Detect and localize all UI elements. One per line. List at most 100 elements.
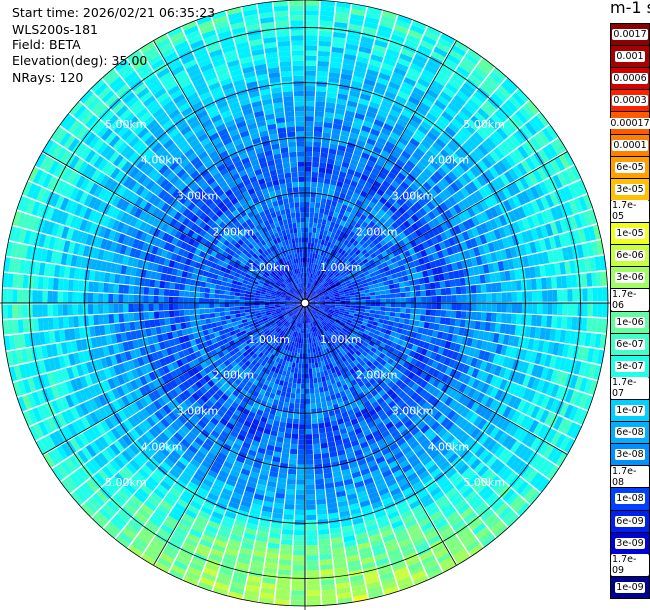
range-gate xyxy=(305,111,315,117)
range-gate xyxy=(386,325,393,331)
range-gate xyxy=(389,205,398,214)
range-gate xyxy=(421,194,431,204)
range-gate xyxy=(328,71,341,79)
range-gate xyxy=(343,245,350,252)
range-gate xyxy=(308,295,313,300)
range-gate xyxy=(426,296,432,303)
range-gate xyxy=(360,264,367,270)
range-gate xyxy=(360,173,369,182)
range-gate xyxy=(376,136,387,146)
range-gate xyxy=(321,273,326,279)
range-gate xyxy=(316,86,327,92)
range-gate xyxy=(463,102,477,115)
range-gate xyxy=(313,258,317,264)
range-gate xyxy=(305,267,307,273)
range-gate xyxy=(567,344,575,359)
range-gate xyxy=(541,277,547,290)
range-gate xyxy=(389,132,401,141)
range-gate xyxy=(500,123,513,137)
range-gate xyxy=(320,300,326,303)
range-gate xyxy=(316,254,321,260)
range-gate xyxy=(389,245,397,253)
range-gate xyxy=(305,338,308,344)
range-gate xyxy=(536,166,548,181)
range-gate xyxy=(420,296,427,303)
range-gate xyxy=(311,171,319,178)
range-gate xyxy=(372,256,380,263)
range-gate xyxy=(331,200,338,207)
range-gate xyxy=(358,134,368,143)
range-gate xyxy=(444,229,453,239)
range-gate xyxy=(591,348,600,364)
range-gate xyxy=(581,273,588,288)
range-gate xyxy=(314,463,323,470)
range-gate xyxy=(528,171,539,185)
range-gate xyxy=(489,71,504,85)
range-gate xyxy=(325,300,331,302)
range-gate xyxy=(552,303,558,315)
range-gate xyxy=(305,262,307,268)
range-gate xyxy=(353,316,359,320)
range-gate xyxy=(438,115,451,126)
range-gate xyxy=(422,328,429,336)
range-gate xyxy=(294,367,299,374)
range-gate xyxy=(307,343,310,349)
range-gate xyxy=(346,282,353,287)
range-gate xyxy=(349,295,356,299)
range-gate xyxy=(309,299,315,302)
range-gate xyxy=(399,223,407,232)
range-gate xyxy=(314,238,319,244)
range-gate xyxy=(434,259,442,268)
range-gate xyxy=(301,368,305,374)
range-gate xyxy=(564,201,574,216)
range-gate xyxy=(531,314,537,327)
range-gate xyxy=(305,10,319,16)
range-gate xyxy=(291,433,299,440)
range-gate xyxy=(500,313,507,324)
range-gate xyxy=(325,107,335,114)
range-gate xyxy=(420,249,428,258)
range-gate xyxy=(382,192,391,201)
range-gate xyxy=(282,447,290,454)
range-gate xyxy=(550,140,563,156)
range-gate xyxy=(565,167,577,183)
range-gate xyxy=(460,241,469,251)
range-gate xyxy=(433,75,447,87)
range-gate xyxy=(338,278,345,283)
range-gate xyxy=(341,215,349,222)
range-gate xyxy=(394,176,403,185)
range-gate xyxy=(320,287,326,292)
range-gate xyxy=(400,297,406,303)
range-gate xyxy=(295,494,305,500)
range-gate xyxy=(517,145,529,159)
range-gate xyxy=(478,330,485,340)
range-gate xyxy=(283,381,289,387)
range-gate xyxy=(529,266,536,279)
range-gate xyxy=(419,225,428,235)
range-gate xyxy=(454,114,467,126)
range-gate xyxy=(384,200,393,209)
range-gate xyxy=(368,242,376,249)
range-gate xyxy=(455,286,462,295)
range-gate xyxy=(320,579,335,586)
range-gate xyxy=(312,274,316,280)
range-gate xyxy=(488,230,497,242)
range-gate xyxy=(549,221,559,236)
range-gate xyxy=(276,584,291,591)
range-gate xyxy=(507,258,515,270)
range-gate xyxy=(347,284,353,289)
range-gate xyxy=(415,265,422,273)
range-gate xyxy=(406,173,416,183)
range-gate xyxy=(393,242,401,250)
range-gate xyxy=(409,24,425,35)
range-gate xyxy=(323,122,333,129)
range-gate xyxy=(474,236,483,246)
range-gate xyxy=(506,184,516,197)
range-gate xyxy=(322,411,330,418)
range-gate xyxy=(462,142,474,154)
range-gate xyxy=(306,524,317,531)
range-gate xyxy=(285,371,291,378)
range-gate xyxy=(357,51,371,59)
range-gate xyxy=(458,212,467,222)
range-gate xyxy=(425,309,432,316)
